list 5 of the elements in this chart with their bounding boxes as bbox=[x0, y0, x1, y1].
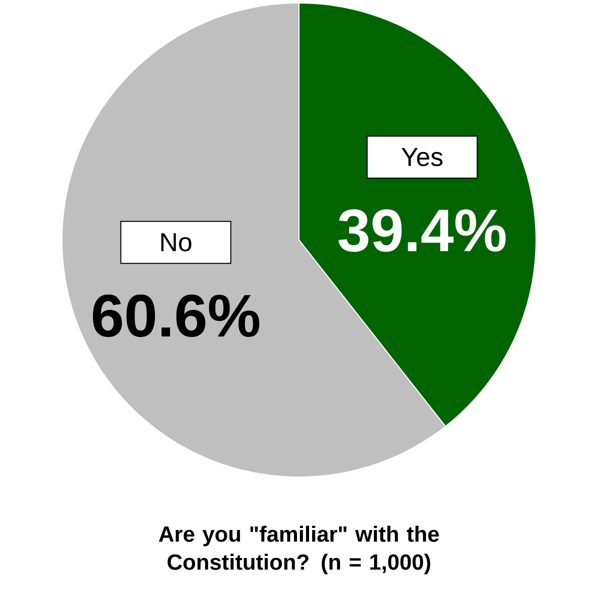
data-label: 60.6% bbox=[92, 294, 260, 338]
slice-label: No bbox=[161, 233, 192, 252]
text: Are you "familiar" with the Constitution? (n = 1,000) bbox=[158, 526, 439, 574]
slice-label: Yes bbox=[402, 148, 442, 166]
data-label: 39.4% bbox=[338, 209, 506, 252]
